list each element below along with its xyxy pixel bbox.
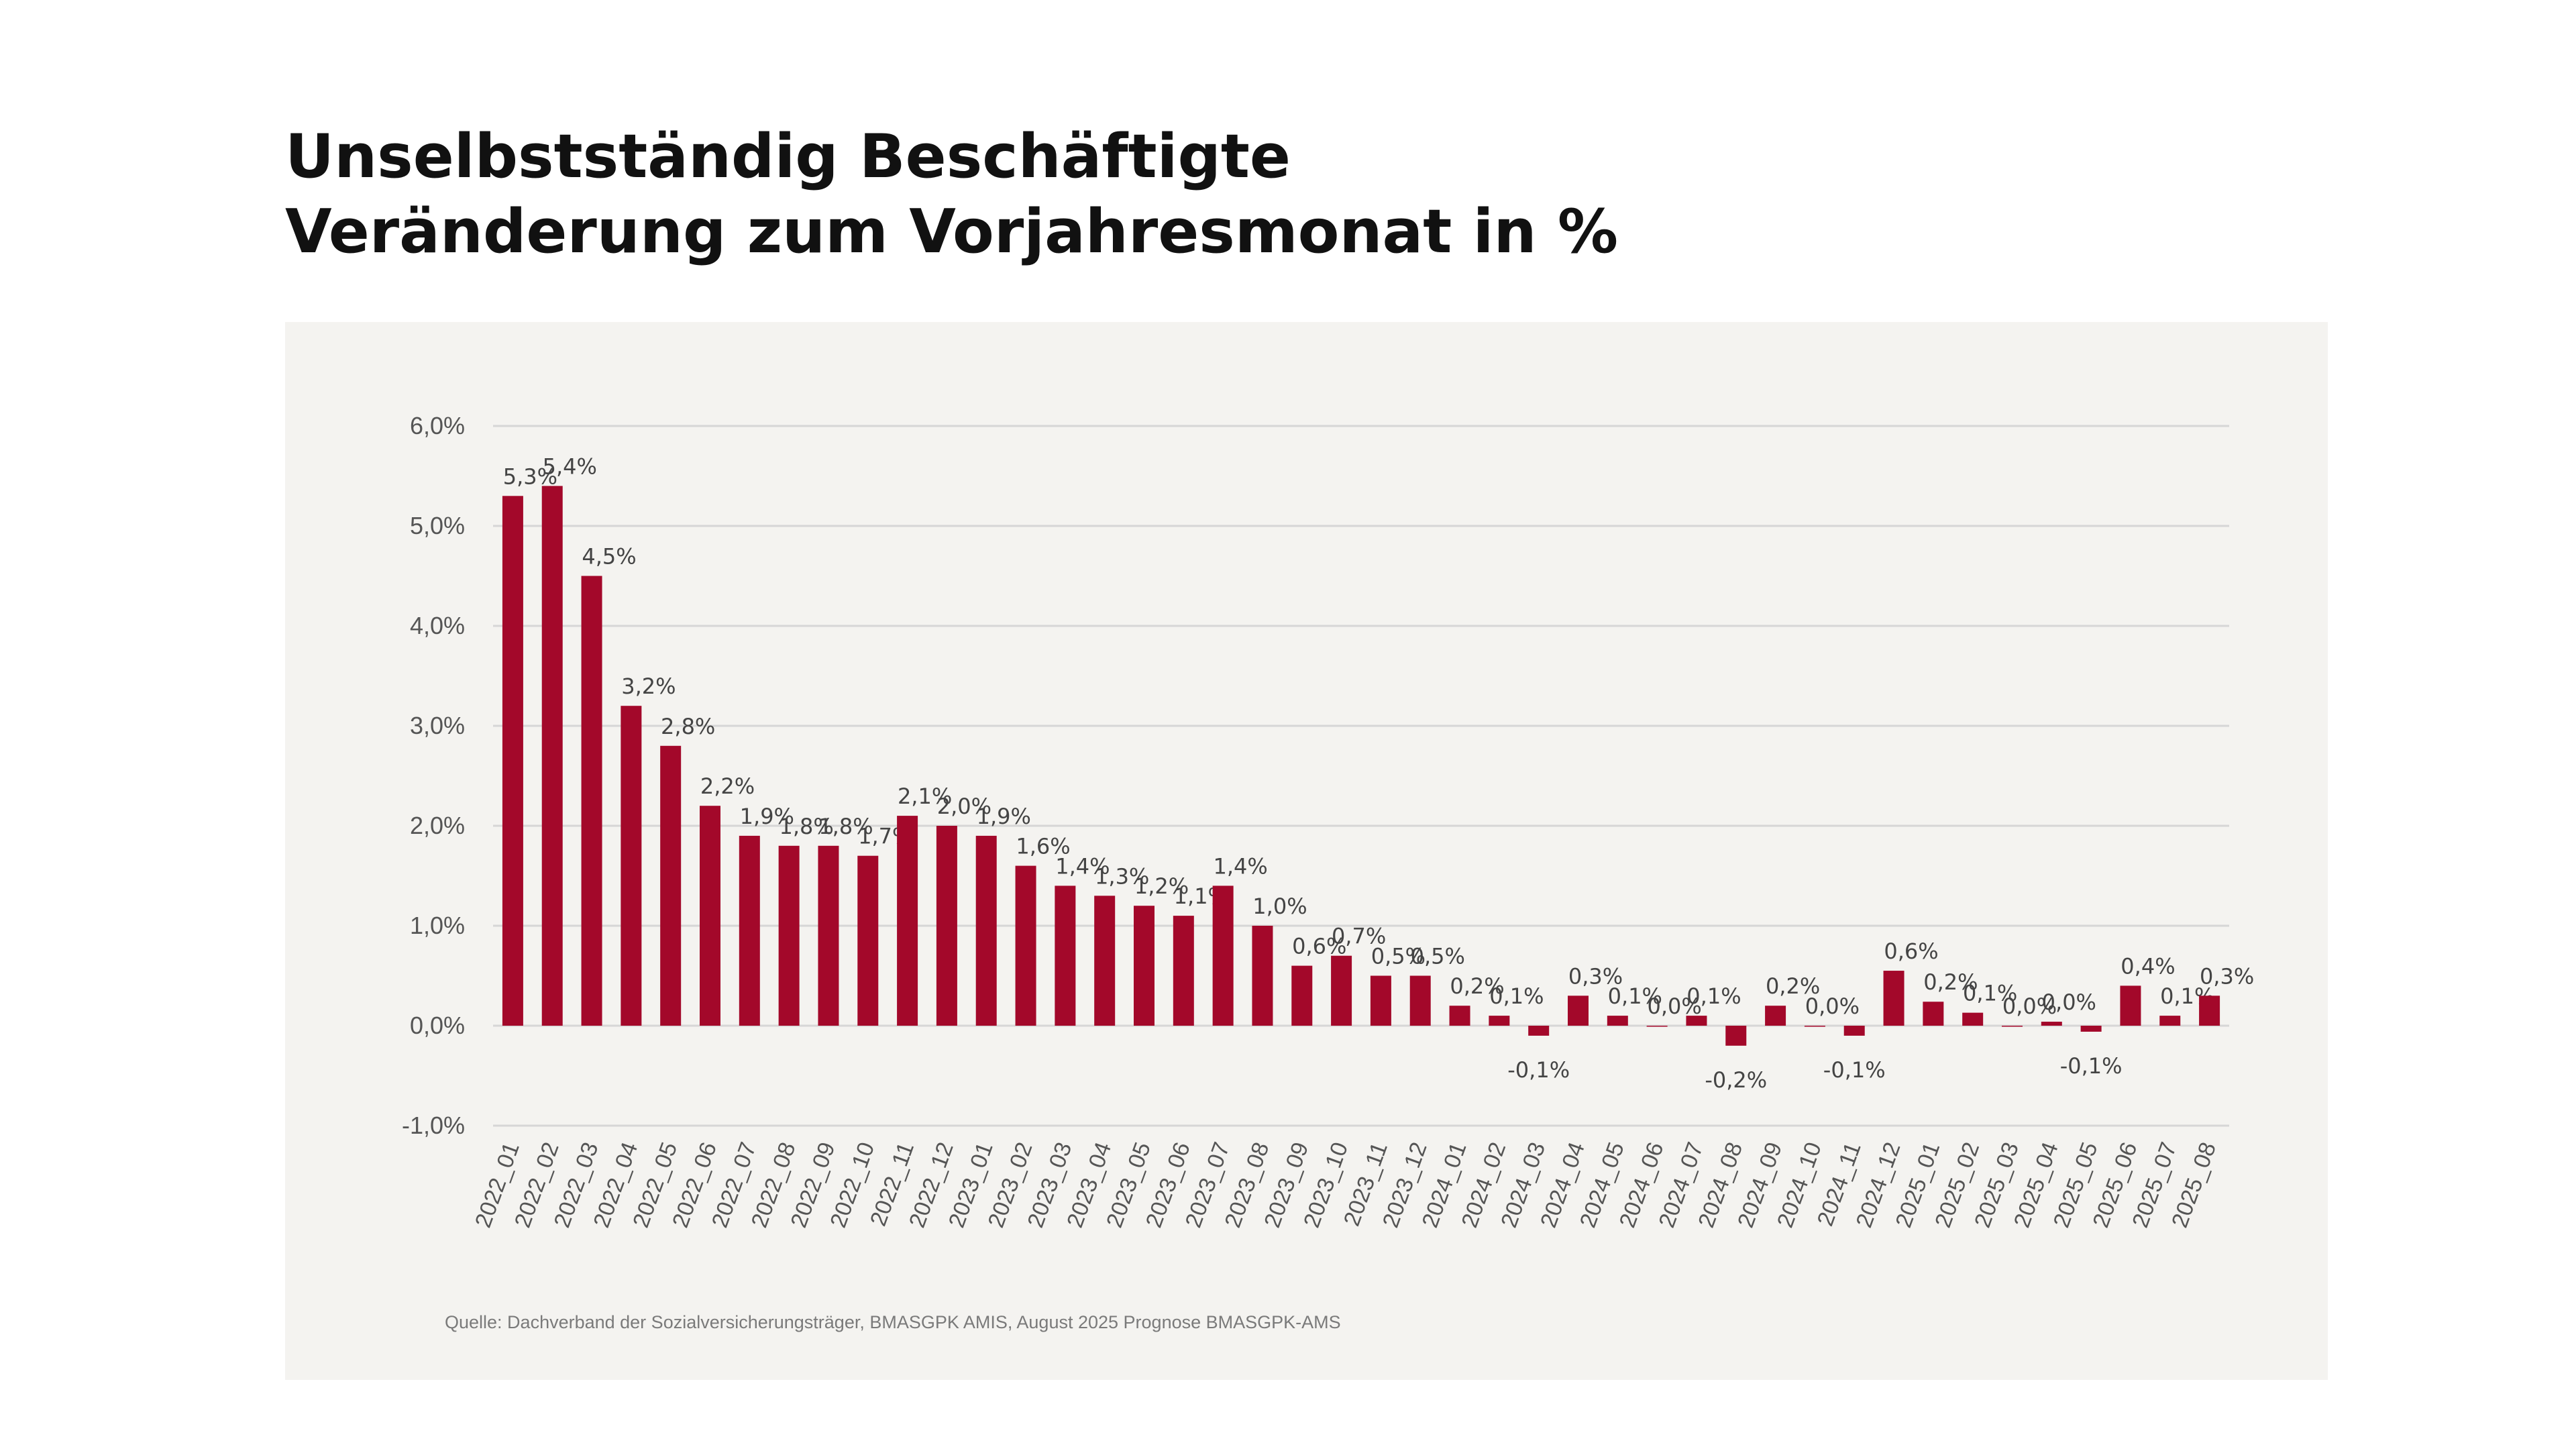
bar bbox=[1252, 926, 1273, 1026]
title-line-1: Unselbstständig Beschäftigte bbox=[285, 121, 1291, 192]
bar bbox=[1489, 1016, 1510, 1026]
bar bbox=[1528, 1026, 1550, 1036]
bar bbox=[2159, 1016, 2181, 1026]
data-label: 0,0% bbox=[1805, 994, 1860, 1019]
page-title: Unselbstständig Beschäftigte Veränderung… bbox=[285, 119, 1618, 270]
bar bbox=[1843, 1026, 1865, 1036]
bar bbox=[1134, 906, 1155, 1026]
data-label: 1,9% bbox=[977, 804, 1031, 829]
data-label: 1,4% bbox=[1055, 853, 1110, 879]
bar bbox=[581, 576, 602, 1026]
bar bbox=[2199, 996, 2220, 1026]
y-tick-label: 1,0% bbox=[410, 912, 465, 939]
title-line-2: Veränderung zum Vorjahresmonat in % bbox=[285, 197, 1619, 267]
bar bbox=[1291, 965, 1313, 1026]
data-label: -0,1% bbox=[1823, 1057, 1886, 1083]
bar bbox=[541, 486, 563, 1026]
bar bbox=[1883, 971, 1904, 1026]
bar bbox=[857, 855, 879, 1026]
data-label: 1,8% bbox=[818, 814, 873, 839]
y-tick-label: 5,0% bbox=[410, 512, 465, 539]
data-label: 0,6% bbox=[1884, 938, 1938, 964]
bar bbox=[1055, 885, 1076, 1026]
bar bbox=[975, 835, 997, 1026]
bar bbox=[818, 845, 839, 1026]
bar bbox=[1804, 1026, 1825, 1027]
data-label: 0,4% bbox=[2121, 953, 2175, 979]
data-label: 0,1% bbox=[1686, 983, 1741, 1009]
y-tick-label: -1,0% bbox=[402, 1112, 465, 1139]
bar bbox=[936, 826, 957, 1026]
data-label: 2,0% bbox=[937, 794, 991, 819]
data-label: 1,2% bbox=[1134, 873, 1189, 899]
bar bbox=[2002, 1026, 2023, 1027]
data-label: 0,1% bbox=[1963, 981, 2017, 1006]
y-tick-label: 0,0% bbox=[410, 1012, 465, 1039]
bar bbox=[1094, 896, 1116, 1026]
bar bbox=[1173, 916, 1194, 1026]
source-note: Quelle: Dachverband der Sozialversicheru… bbox=[445, 1312, 1341, 1332]
data-label: 1,8% bbox=[779, 814, 833, 839]
bar bbox=[1646, 1026, 1668, 1027]
data-label: 5,3% bbox=[503, 464, 557, 489]
bar bbox=[2120, 985, 2141, 1026]
data-label: 0,5% bbox=[1411, 944, 1465, 969]
data-label: 0,7% bbox=[1332, 924, 1386, 949]
bar bbox=[897, 816, 918, 1026]
data-label: 1,6% bbox=[1016, 834, 1070, 859]
data-label: 0,5% bbox=[1371, 944, 1426, 969]
bar bbox=[1568, 996, 1589, 1026]
data-label: 0,3% bbox=[2200, 963, 2254, 989]
data-label: 0,0% bbox=[2042, 989, 2096, 1015]
data-label: 3,2% bbox=[621, 674, 676, 699]
data-label: -0,1% bbox=[1507, 1057, 1570, 1083]
bar bbox=[1962, 1012, 1984, 1026]
data-label: 0,3% bbox=[1568, 963, 1623, 989]
data-label: 2,8% bbox=[661, 714, 715, 739]
bar bbox=[739, 835, 760, 1026]
data-label: 0,2% bbox=[1450, 973, 1504, 999]
bar bbox=[1725, 1026, 1747, 1046]
data-label: 0,0% bbox=[2002, 994, 2057, 1019]
bar bbox=[1370, 975, 1391, 1026]
bar bbox=[778, 845, 800, 1026]
data-label: -0,1% bbox=[2060, 1053, 2123, 1079]
data-label: 0,0% bbox=[1647, 994, 1701, 1019]
data-label: 1,4% bbox=[1213, 853, 1267, 879]
bar bbox=[2041, 1022, 2062, 1026]
bar bbox=[1686, 1016, 1707, 1026]
data-label: 0,6% bbox=[1292, 934, 1346, 959]
data-label: 1,0% bbox=[1252, 894, 1307, 919]
bar bbox=[1923, 1002, 1944, 1026]
bar bbox=[1015, 865, 1036, 1026]
data-label: 5,4% bbox=[543, 453, 597, 479]
y-tick-label: 6,0% bbox=[410, 412, 465, 439]
bar bbox=[2080, 1026, 2102, 1032]
data-label: 0,1% bbox=[1489, 983, 1544, 1009]
data-label: 2,2% bbox=[700, 773, 755, 799]
data-label: 0,1% bbox=[1608, 983, 1662, 1009]
bar bbox=[502, 496, 523, 1026]
bar bbox=[1409, 975, 1431, 1026]
data-label: 4,5% bbox=[582, 544, 636, 570]
data-label: -0,2% bbox=[1705, 1067, 1767, 1093]
bar-chart: -1,0%0,0%1,0%2,0%3,0%4,0%5,0%6,0%5,3%202… bbox=[402, 412, 2254, 1231]
chart-panel: -1,0% 0,0% 1,0% 2,0% 3,0% 4,0% 5,0% 6,0% 5,3% 202… bbox=[285, 322, 2328, 1380]
bar bbox=[1607, 1016, 1628, 1026]
data-label: 1,3% bbox=[1095, 863, 1149, 889]
data-label: 2,1% bbox=[898, 784, 952, 809]
bar bbox=[1331, 955, 1352, 1026]
bar bbox=[1212, 885, 1234, 1026]
bar bbox=[1765, 1006, 1786, 1026]
y-tick-label: 3,0% bbox=[410, 712, 465, 739]
bar bbox=[660, 745, 682, 1026]
y-tick-label: 4,0% bbox=[410, 612, 465, 639]
data-label: 0,2% bbox=[1923, 969, 1978, 995]
data-label: 0,2% bbox=[1766, 973, 1820, 999]
y-tick-label: 2,0% bbox=[410, 812, 465, 839]
bar bbox=[621, 706, 642, 1026]
bar bbox=[700, 806, 720, 1026]
data-label: 1,9% bbox=[740, 804, 794, 829]
bar bbox=[1449, 1006, 1470, 1026]
